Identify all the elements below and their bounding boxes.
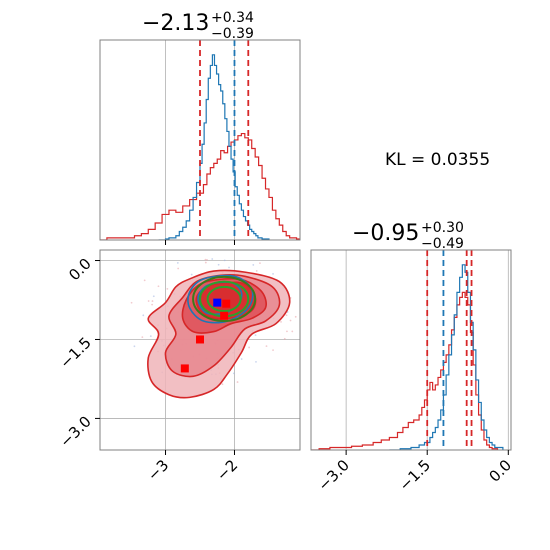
scatter-point [143, 279, 146, 282]
scatter-point [291, 330, 294, 333]
histogram-red-param1 [100, 132, 300, 240]
red-marker [220, 311, 229, 320]
x-tick-label: −1.5 [396, 456, 434, 494]
scatter-point [152, 295, 155, 298]
x-tick-label: −3 [144, 456, 172, 484]
scatter-point [130, 301, 133, 304]
blue-marker [213, 298, 222, 307]
title-median: −2.13 [142, 11, 209, 36]
scatter-point [259, 262, 261, 265]
scatter-point [133, 345, 136, 348]
marginal-panel-param2: −0.95 +0.30 −0.49 [310, 220, 512, 451]
red-marker [222, 299, 231, 308]
marginal-panel-param1: −2.13 +0.34 −0.39 [99, 10, 301, 241]
panel-frame [99, 249, 301, 451]
title-median: −0.95 [352, 221, 419, 246]
title-minus: −0.39 [211, 26, 254, 42]
scatter-point [232, 372, 235, 375]
scatter-point [280, 320, 282, 323]
scatter-point [211, 258, 214, 260]
histogram-red-param2 [311, 291, 499, 450]
scatter-point [236, 381, 239, 383]
scatter-point [221, 383, 224, 386]
scatter-point [157, 285, 160, 288]
histogram-blue-param2 [389, 264, 504, 450]
y-tick-label: −3.0 [56, 413, 94, 451]
green-ellipse-1 [192, 275, 257, 323]
scatter-point [228, 266, 230, 269]
scatter-point [151, 300, 154, 302]
panel-frame [99, 39, 301, 241]
scatter-point [206, 259, 208, 261]
scatter-point [254, 334, 257, 336]
x-tick-label: −2 [213, 456, 241, 484]
scatter-point [248, 346, 251, 349]
panel-frame [310, 249, 512, 451]
title-param1: −2.13 +0.34 −0.39 [142, 10, 254, 42]
scatter-point [272, 273, 274, 275]
scatter-point [204, 258, 207, 261]
scatter-point [166, 287, 169, 290]
y-tick-label: 0.0 [65, 255, 95, 285]
scatter-point [147, 300, 150, 302]
title-minus: −0.49 [421, 236, 464, 252]
scatter-point [217, 263, 220, 266]
joint-panel [99, 249, 301, 451]
title-plus: +0.34 [211, 10, 254, 26]
scatter-point [265, 345, 268, 347]
x-tick-label: 0.0 [486, 456, 516, 486]
scatter-point [151, 303, 154, 306]
x-tick-label: −3.0 [314, 456, 352, 494]
scatter-point [141, 336, 144, 339]
green-ellipse-3 [206, 285, 242, 313]
scatter-point [286, 330, 288, 333]
scatter-point [177, 267, 180, 270]
scatter-point [190, 273, 193, 276]
red-marker [196, 335, 204, 344]
scatter-point [252, 264, 255, 266]
red-marker [180, 364, 189, 373]
scatter-point [149, 335, 152, 338]
title-plus: +0.30 [421, 220, 464, 236]
title-param2: −0.95 +0.30 −0.49 [352, 220, 464, 252]
scatter-point [255, 270, 258, 272]
scatter-point [204, 261, 207, 264]
scatter-point [294, 315, 297, 318]
scatter-point [283, 337, 286, 340]
kl-annotation: KL = 0.0355 [385, 150, 490, 170]
y-tick-label: −1.5 [56, 334, 94, 372]
scatter-point [289, 319, 292, 322]
scatter-point [176, 262, 179, 264]
scatter-point [142, 314, 145, 317]
scatter-point [240, 358, 243, 360]
scatter-point [285, 314, 288, 317]
scatter-point [223, 259, 226, 262]
scatter-point [272, 349, 274, 351]
scatter-point [255, 360, 257, 363]
